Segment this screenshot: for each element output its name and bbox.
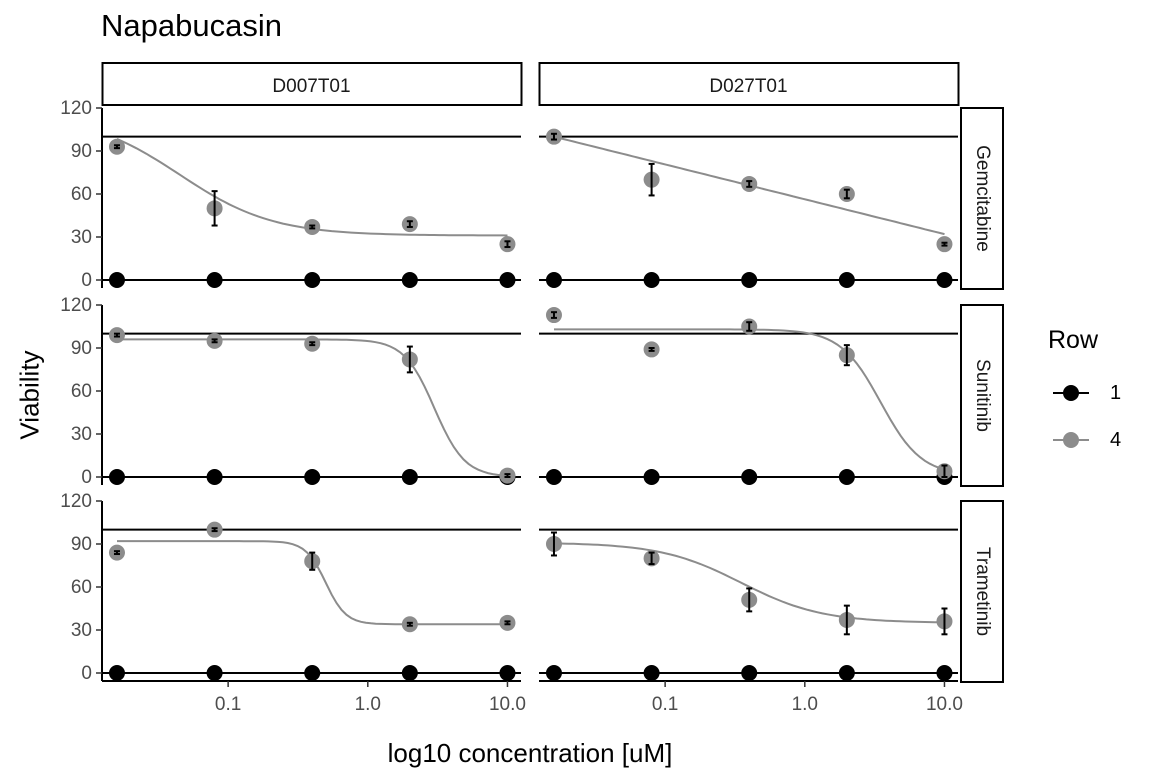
point-row-1 [206, 272, 223, 288]
point-row-1 [401, 665, 418, 681]
strip-row-Gemcitabine [960, 107, 1004, 290]
y-tick-label: 120 [60, 491, 92, 512]
y-tick-label: 30 [71, 424, 92, 445]
point-row-1 [545, 272, 562, 288]
strip-column-label: D027T01 [709, 76, 787, 97]
point-row-1 [545, 469, 562, 485]
chart-title: Napabucasin [101, 8, 282, 43]
strip-row-label: Trametinib [972, 547, 993, 636]
point-row-1 [499, 272, 516, 288]
point-row-1 [499, 665, 516, 681]
y-tick-label: 90 [71, 338, 92, 359]
point-row-1 [741, 469, 758, 485]
y-tick-label: 0 [81, 663, 92, 684]
fit-curve [553, 542, 945, 624]
point-row-1 [838, 469, 855, 485]
point-row-1 [936, 272, 953, 288]
strip-column-D027T01 [538, 62, 960, 106]
y-tick-label: 30 [71, 620, 92, 641]
x-axis-label: log10 concentration [uM] [387, 738, 673, 768]
y-tick-label: 0 [81, 467, 92, 488]
point-row-1 [643, 665, 660, 681]
y-tick-label: 60 [71, 381, 92, 402]
x-tick-label: 10.0 [489, 694, 526, 715]
strip-column-D007T01 [101, 62, 523, 106]
point-row-1 [304, 665, 321, 681]
point-row-1 [838, 665, 855, 681]
y-tick-label: 120 [60, 98, 92, 119]
y-tick-label: 90 [71, 534, 92, 555]
y-tick-label: 120 [60, 295, 92, 316]
y-tick-label: 30 [71, 227, 92, 248]
x-tick-label: 0.1 [652, 694, 678, 715]
x-tick-label: 0.1 [215, 694, 241, 715]
point-row-1 [304, 272, 321, 288]
point-row-1 [401, 469, 418, 485]
point-row-1 [741, 665, 758, 681]
fit-curve [554, 328, 945, 471]
point-row-1 [108, 272, 125, 288]
y-tick-label: 0 [81, 270, 92, 291]
point-row-1 [643, 469, 660, 485]
strip-column-label: D007T01 [272, 76, 350, 97]
point-row-1 [108, 665, 125, 681]
fit-curve [117, 338, 508, 477]
point-row-1 [206, 665, 223, 681]
strip-row-Sunitinib [960, 304, 1004, 487]
y-tick-label: 60 [71, 577, 92, 598]
strip-row-label: Gemcitabine [972, 145, 993, 252]
point-row-1 [936, 665, 953, 681]
legend-title: Row [1048, 326, 1099, 354]
point-row-1 [741, 272, 758, 288]
point-row-1 [401, 272, 418, 288]
point-row-1 [108, 469, 125, 485]
strip-row-label: Sunitinib [972, 359, 993, 432]
strip-row-Trametinib [960, 500, 1004, 683]
point-row-1 [545, 665, 562, 681]
x-tick-label: 10.0 [926, 694, 963, 715]
legend-key-row-1 [1063, 385, 1079, 401]
legend-label-row-4: 4 [1110, 429, 1122, 451]
legend-label-row-1: 1 [1110, 382, 1122, 404]
point-row-1 [643, 272, 660, 288]
point-row-1 [304, 469, 321, 485]
y-tick-label: 90 [71, 141, 92, 162]
y-tick-label: 60 [71, 184, 92, 205]
point-row-1 [206, 469, 223, 485]
x-tick-label: 1.0 [355, 694, 381, 715]
point-row-1 [838, 272, 855, 288]
x-tick-label: 1.0 [792, 694, 818, 715]
legend-key-row-4 [1063, 432, 1079, 448]
